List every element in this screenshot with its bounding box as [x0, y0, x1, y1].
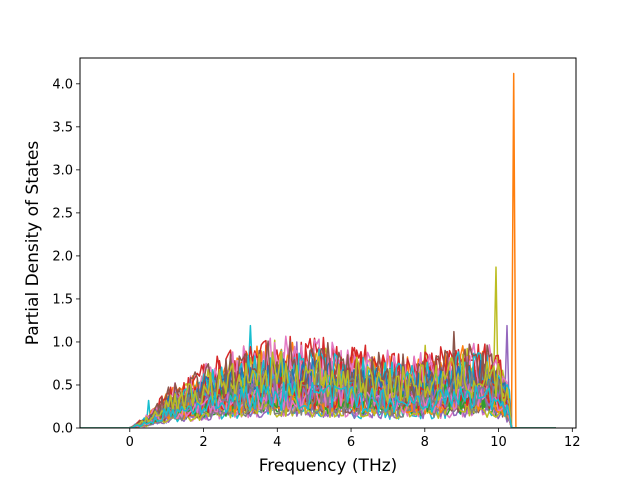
y-axis-label: Partial Density of States: [23, 141, 43, 346]
y-tick-label: 0.0: [52, 422, 73, 437]
plot-frame: [79, 57, 577, 429]
x-tick-label: 10: [490, 435, 507, 450]
x-axis: 0 2 4 6 8 10 12: [126, 428, 581, 450]
y-tick-label: 0.5: [52, 378, 73, 393]
x-tick-label: 12: [564, 435, 581, 450]
x-tick-label: 6: [347, 435, 355, 450]
x-tick-label: 0: [126, 435, 134, 450]
y-tick-label: 3.0: [52, 163, 73, 178]
y-tick-label: 1.5: [52, 292, 73, 307]
y-tick-label: 1.0: [52, 335, 73, 350]
series-layer: [80, 72, 556, 428]
x-tick-label: 4: [273, 435, 281, 450]
pdos-series-line: [80, 382, 556, 428]
pdos-series-line: [80, 381, 556, 428]
y-tick-label: 2.0: [52, 249, 73, 264]
y-tick-label: 4.0: [52, 77, 73, 92]
y-tick-label: 2.5: [52, 206, 73, 221]
x-tick-label: 2: [199, 435, 207, 450]
pdos-series-line: [80, 395, 556, 428]
x-tick-label: 8: [421, 435, 429, 450]
y-tick-label: 3.5: [52, 120, 73, 135]
x-axis-label: Frequency (THz): [259, 456, 398, 476]
y-axis: 0.0 0.5 1.0 1.5 2.0 2.5 3.0 3.5 4.0: [52, 77, 80, 437]
